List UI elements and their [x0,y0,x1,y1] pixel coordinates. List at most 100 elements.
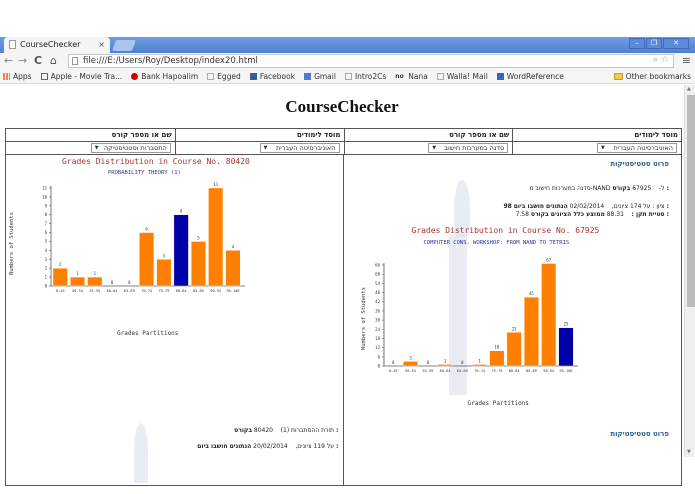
bookmark-apps[interactable]: Apps [3,72,32,81]
bookmark-wordreference[interactable]: WordReference [496,72,564,81]
scrollbar-thumb[interactable] [687,95,695,307]
svg-text:54: 54 [375,281,380,286]
svg-text:3: 3 [409,355,412,360]
chart-title-left: Grades Distribution in Course No. 80420 [62,157,250,166]
svg-text:11: 11 [213,182,218,187]
institution-select-left[interactable]: ▼ האוניברסיטה העברית [259,143,340,153]
updated-info-right: 98 ציון : על 174 ציונים, 02/02/2014 הנתו… [503,203,669,210]
bookmark-facebook[interactable]: Facebook [249,72,295,81]
svg-text:2: 2 [45,266,48,271]
url-text: file:///E:/Users/Roy/Desktop/index20.htm… [83,56,258,66]
apps-grid-icon [3,72,10,80]
svg-text:0: 0 [377,364,380,369]
svg-text:85-89: 85-89 [193,289,204,293]
y-axis-label-right: Numbers of Students [360,287,367,350]
close-window-button[interactable]: ✕ [663,38,689,49]
svg-text:0-49: 0-49 [388,369,397,373]
svg-text:30: 30 [375,318,380,323]
svg-text:50-54: 50-54 [72,289,83,293]
dropdown-arrow-icon: ▼ [432,145,437,151]
dropdown-arrow-icon: ▼ [601,145,605,151]
x-axis-label-left: Grades Partitions [117,330,179,337]
dropdown-arrow-icon: ▼ [94,145,99,151]
bookmark-egged[interactable]: Egged [207,72,241,81]
bookmark-nana[interactable]: no Nana [395,71,428,81]
course-info-left: תורת ההסתברות (1) 80420 בקורס : [234,427,339,434]
vertical-scrollbar[interactable]: ▲ ▼ [684,85,695,457]
restore-button[interactable]: ❐ [646,38,662,49]
svg-text:75-79: 75-79 [158,289,169,293]
other-bookmarks[interactable]: Other bookmarks [613,72,691,81]
svg-text:3: 3 [163,253,166,258]
svg-text:10: 10 [42,194,47,199]
svg-text:70-74: 70-74 [474,369,485,373]
bookmark-apple[interactable]: Apple - Movie Tra... [40,72,122,81]
svg-text:10: 10 [494,345,499,350]
svg-text:1: 1 [443,358,446,363]
course-select-right[interactable]: ▼ סדנה במערכות חישוב [428,143,509,153]
svg-text:8: 8 [180,209,183,214]
svg-text:70-74: 70-74 [141,289,152,293]
bookmark-gmail[interactable]: Gmail [304,72,336,81]
svg-text:6: 6 [45,230,48,235]
x-axis-label-right: Grades Partitions [467,400,529,407]
svg-text:65-69: 65-69 [456,369,467,373]
home-icon[interactable]: ⌂ [50,54,57,67]
svg-text:75-79: 75-79 [491,369,502,373]
wordreference-icon [496,72,504,80]
svg-text:60: 60 [375,272,380,277]
svg-text:0: 0 [461,360,464,365]
svg-text:95-100: 95-100 [226,289,239,293]
minimize-button[interactable]: – [629,38,645,49]
gmail-icon [304,72,312,80]
svg-text:1: 1 [94,271,97,276]
bookmark-bank-hapoalim[interactable]: Bank Hapoalim [131,72,198,81]
browser-tab[interactable]: CourseChecker × [4,37,110,53]
nana-icon: no [395,72,404,80]
svg-text:5: 5 [197,235,200,240]
page-icon [72,57,78,65]
page-icon [9,40,16,49]
tab-title: CourseChecker [20,40,81,49]
svg-text:67: 67 [546,257,551,262]
scroll-down-icon[interactable]: ▼ [687,449,691,455]
svg-text:80-84: 80-84 [508,369,519,373]
svg-text:18: 18 [375,336,380,341]
page-title: CourseChecker [285,97,399,116]
reload-icon[interactable]: C [34,54,43,67]
stats-heading-right: פרוט סטטיסטיקות [610,160,669,168]
address-bar[interactable]: file:///E:/Users/Roy/Desktop/index20.htm… [68,54,674,68]
svg-text:66: 66 [375,263,380,268]
back-icon[interactable]: ← [4,54,14,67]
svg-text:50-54: 50-54 [405,369,416,373]
svg-text:0: 0 [111,280,114,285]
course-select-left[interactable]: ▼ התסברות וסטטיסטיקה [90,143,171,153]
right-course-panel: פרוט סטטיסטיקות סדנה במערכות חישוב מ-NAN… [344,155,682,485]
scroll-up-icon[interactable]: ▲ [687,86,691,92]
bar-chart-right: 0 6 12 18 24 30 36 42 48 54 60 66 0 0-49 3 50-54 0 55-59 1… [375,257,578,373]
svg-text:55-59: 55-59 [422,369,433,373]
course-info-right: סדנה במערכות חישוב מ-NAND ל- 67925 בקורס… [529,185,669,192]
svg-text:55-59: 55-59 [89,289,100,293]
svg-text:85-89: 85-89 [526,369,537,373]
updated-info-left: על 119 ציונים, 20/02/2014 הנתונים חושבו … [197,443,339,450]
svg-text:8: 8 [45,212,48,217]
bookmark-star-icon[interactable]: ☆ [660,55,669,65]
bookmarks-bar: Apps Apple - Movie Tra... Bank Hapoalim … [0,69,695,84]
tab-close-icon[interactable]: × [98,40,105,49]
stats-heading-right-2: פרוט סטטיסטיקות [610,430,669,438]
chrome-menu-icon[interactable]: ≡ [681,54,691,67]
new-tab-button[interactable] [111,40,137,51]
bookmark-intro2cs[interactable]: Intro2Cs [344,72,386,81]
window-controls: – ❐ ✕ [629,38,689,49]
institution-select-right[interactable]: ▼ האוניברסיטה העברית [597,143,677,153]
watermark-logo [453,180,470,236]
forward-icon[interactable]: → [18,54,28,67]
svg-text:42: 42 [375,299,380,304]
bookmark-walla-mail[interactable]: Walla! Mail [436,72,488,81]
svg-text:25: 25 [563,322,568,327]
left-course-panel: Grades Distribution in Course No. 80420 … [6,155,344,485]
y-axis-label-left: Numbers of Students [9,212,15,275]
svg-text:0-49: 0-49 [56,289,65,293]
svg-text:4: 4 [45,248,48,253]
